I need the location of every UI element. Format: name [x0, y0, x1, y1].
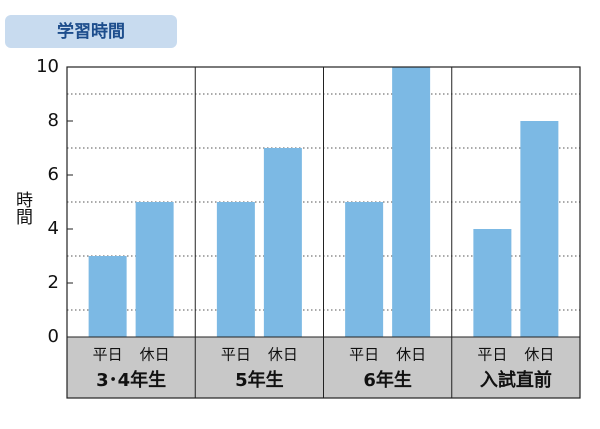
x-tick-label: 6年生 [363, 369, 412, 391]
series-label: 平日 [477, 346, 507, 364]
chart-title: 学習時間 [57, 21, 125, 42]
y-tick-label: 4 [48, 218, 59, 239]
series-label: 平日 [221, 346, 251, 364]
y-tick-label: 10 [36, 56, 59, 77]
plot-frame [66, 66, 581, 399]
y-tick-label: 0 [48, 326, 59, 347]
bar [216, 202, 255, 337]
series-label: 平日 [93, 346, 123, 364]
bar [473, 229, 512, 337]
y-tick-label: 6 [48, 164, 59, 185]
bar [263, 148, 302, 337]
y-axis-label: 時間 [12, 191, 32, 226]
bar [520, 121, 559, 337]
x-tick-label: 3･4年生 [96, 369, 166, 391]
bar [88, 256, 127, 337]
title-box [5, 15, 177, 48]
series-label: 休日 [268, 346, 298, 364]
bar [345, 202, 384, 337]
x-tick-label: 入試直前 [480, 369, 552, 391]
x-tick-label: 5年生 [235, 369, 284, 391]
series-label: 休日 [140, 346, 170, 364]
y-tick-label: 2 [48, 272, 59, 293]
bar [135, 202, 174, 337]
series-label: 休日 [396, 346, 426, 364]
y-tick-label: 8 [48, 110, 59, 131]
series-label: 平日 [349, 346, 379, 364]
bar [392, 67, 431, 337]
series-label: 休日 [524, 346, 554, 364]
